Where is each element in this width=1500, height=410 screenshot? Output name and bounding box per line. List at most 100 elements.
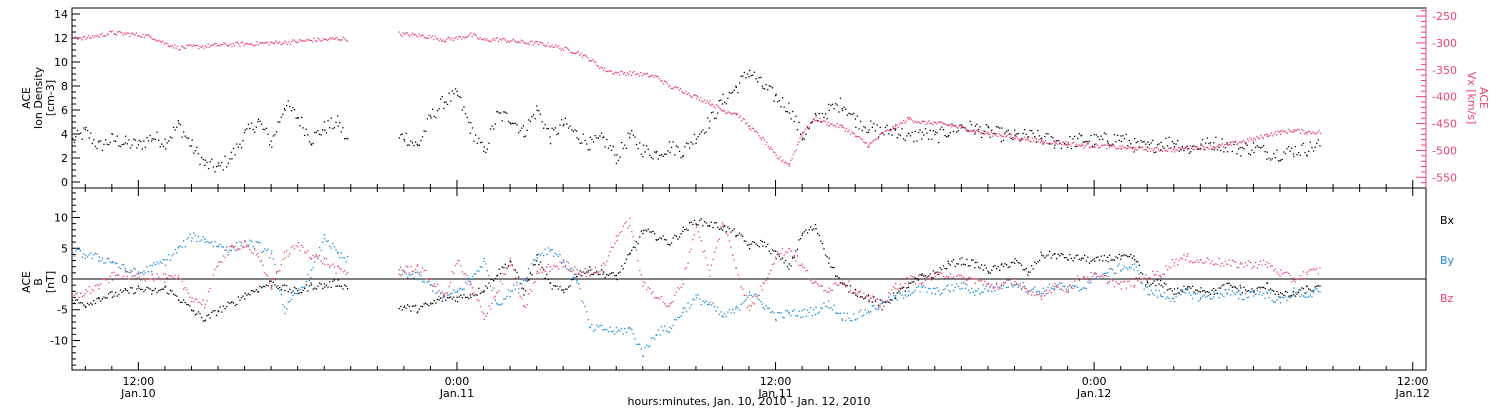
y-tick-label: 5 xyxy=(61,242,68,255)
data-point xyxy=(408,144,410,146)
data-point xyxy=(110,31,112,33)
data-point xyxy=(172,126,175,129)
data-point xyxy=(430,303,432,305)
data-point xyxy=(281,43,283,45)
data-point xyxy=(104,139,107,141)
data-point xyxy=(796,248,799,250)
data-point xyxy=(1318,129,1320,132)
y-tick-label: 4 xyxy=(61,128,68,141)
data-point xyxy=(553,129,555,131)
data-point xyxy=(1229,142,1231,144)
data-point xyxy=(1319,267,1321,269)
data-point xyxy=(204,238,206,240)
data-point xyxy=(1226,263,1229,265)
data-point xyxy=(1010,134,1012,136)
data-point xyxy=(98,260,100,262)
data-point xyxy=(629,217,631,219)
data-point xyxy=(685,266,688,269)
data-point xyxy=(138,287,140,289)
data-point xyxy=(538,110,540,112)
data-point xyxy=(1118,253,1120,256)
data-point xyxy=(324,263,326,266)
data-point xyxy=(500,272,502,275)
data-point xyxy=(501,266,503,268)
data-point xyxy=(103,296,105,298)
data-point xyxy=(834,124,836,127)
data-point xyxy=(690,221,692,223)
data-point xyxy=(911,292,913,294)
data-point xyxy=(284,109,286,111)
data-point xyxy=(172,47,175,49)
data-point xyxy=(416,143,418,145)
data-point xyxy=(212,310,214,312)
data-point xyxy=(204,319,206,321)
data-point xyxy=(543,269,545,271)
data-point xyxy=(575,130,578,132)
data-point xyxy=(854,118,856,120)
data-point xyxy=(951,260,953,263)
data-point xyxy=(672,300,674,303)
data-point xyxy=(634,74,637,76)
time-axis-ticks: 12:00Jan.100:00Jan.1112:00Jan.110:00Jan.… xyxy=(84,180,1430,400)
data-point xyxy=(659,298,661,300)
data-point xyxy=(536,272,538,275)
data-point xyxy=(652,230,654,232)
data-point xyxy=(417,36,419,38)
data-point xyxy=(944,135,946,137)
data-point xyxy=(963,276,965,278)
data-point xyxy=(596,137,598,139)
data-point xyxy=(897,126,899,128)
data-point xyxy=(1127,268,1129,270)
data-point xyxy=(735,267,737,269)
data-point xyxy=(1199,148,1201,150)
data-point xyxy=(995,267,998,270)
data-point xyxy=(475,134,477,136)
data-point xyxy=(808,311,810,314)
data-point xyxy=(662,83,664,85)
data-point xyxy=(1062,141,1064,143)
data-point xyxy=(164,138,166,140)
data-point xyxy=(98,288,100,290)
data-point xyxy=(442,39,444,41)
data-point xyxy=(617,159,620,161)
data-point xyxy=(1160,295,1162,297)
data-point xyxy=(1123,138,1126,140)
data-point xyxy=(1175,149,1177,151)
data-point xyxy=(992,287,994,289)
data-point xyxy=(564,288,566,290)
data-point xyxy=(507,265,510,267)
data-point xyxy=(849,289,852,292)
data-point xyxy=(579,288,581,290)
data-point xyxy=(1316,285,1318,287)
data-point xyxy=(977,130,979,132)
data-point xyxy=(1128,139,1130,142)
data-point xyxy=(919,129,921,131)
data-point xyxy=(805,229,807,231)
data-point xyxy=(1178,150,1180,152)
data-point xyxy=(111,291,113,293)
data-point xyxy=(964,264,966,266)
data-point xyxy=(288,41,290,43)
data-point xyxy=(1299,296,1301,298)
data-point xyxy=(1109,280,1111,283)
data-point xyxy=(583,54,585,57)
data-point xyxy=(780,252,782,255)
data-point xyxy=(85,254,87,256)
data-point xyxy=(81,39,83,41)
data-point xyxy=(76,129,79,132)
data-point xyxy=(987,133,990,136)
data-point xyxy=(1173,265,1175,267)
data-point xyxy=(235,41,237,44)
data-point xyxy=(1284,152,1287,155)
data-point xyxy=(1080,259,1082,261)
data-point xyxy=(669,244,671,246)
data-point xyxy=(845,286,847,288)
data-point xyxy=(149,264,151,267)
data-point xyxy=(106,297,108,299)
data-point xyxy=(237,248,239,250)
data-point xyxy=(472,33,475,35)
data-point xyxy=(753,128,755,130)
data-point xyxy=(1031,130,1033,132)
data-point xyxy=(864,297,867,299)
data-point xyxy=(1126,148,1128,150)
